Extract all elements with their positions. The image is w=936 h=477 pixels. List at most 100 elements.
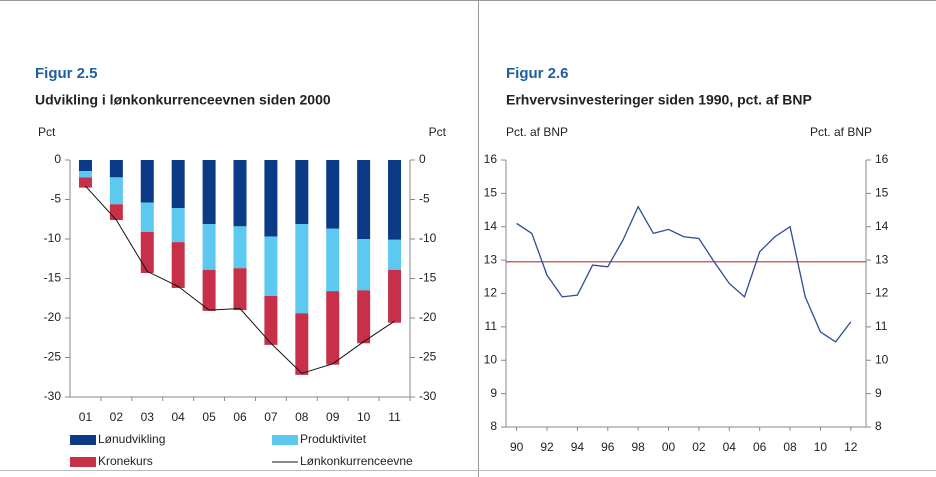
figure-label: Figur 2.6 <box>506 65 569 82</box>
y-tick-label: 13 <box>484 252 498 266</box>
legend-swatch <box>70 435 96 445</box>
legend-label: Produktivitet <box>300 432 367 446</box>
legend-swatch <box>272 435 298 445</box>
bar-segment <box>171 160 185 209</box>
bar-segment <box>264 160 278 237</box>
x-tick-label: 10 <box>357 410 371 424</box>
y2-tick-label: 12 <box>875 286 889 300</box>
bar-segment <box>78 177 92 188</box>
bar-segment <box>109 204 123 221</box>
y-tick-label: 12 <box>484 286 498 300</box>
y2-tick-label: 14 <box>875 219 889 233</box>
bar-segment <box>264 236 278 296</box>
bar-segment <box>109 160 123 178</box>
bar-segment <box>388 269 402 323</box>
y-tick-label: -15 <box>44 271 62 285</box>
y-tick-label: 11 <box>485 319 498 333</box>
bar-segment <box>109 177 123 205</box>
bar-segment <box>295 160 309 224</box>
x-tick-label: 04 <box>172 410 186 424</box>
bar-segment <box>202 160 216 224</box>
bar-segment <box>202 269 216 311</box>
bar-segment <box>264 295 278 345</box>
bar-segment <box>140 160 154 203</box>
y-tick-label: -30 <box>44 389 62 403</box>
y2-tick-label: -5 <box>419 192 430 206</box>
x-tick-label: 02 <box>692 440 706 454</box>
bar-segment <box>78 171 92 178</box>
x-tick-label: 01 <box>79 410 93 424</box>
y2-tick-label: -25 <box>419 350 437 364</box>
x-tick-label: 10 <box>814 440 828 454</box>
x-tick-label: 02 <box>110 410 124 424</box>
x-tick-label: 11 <box>388 410 401 424</box>
bar-segment <box>357 239 371 291</box>
y2-tick-label: 10 <box>875 352 889 366</box>
x-tick-label: 92 <box>540 440 554 454</box>
x-tick-label: 98 <box>631 440 645 454</box>
y2-tick-label: -10 <box>419 231 437 245</box>
chart-title: Udvikling i lønkonkurrenceevnen siden 20… <box>35 92 331 108</box>
legend-label: Lønudvikling <box>98 432 165 446</box>
x-tick-label: 08 <box>783 440 797 454</box>
bar-segment <box>78 160 92 172</box>
bar-segment <box>357 290 371 344</box>
y2-tick-label: 9 <box>875 386 882 400</box>
y2-tick-label: 15 <box>875 186 889 200</box>
bar-segment <box>295 313 309 375</box>
x-tick-label: 09 <box>326 410 340 424</box>
bar-segment <box>357 160 371 239</box>
x-tick-label: 06 <box>233 410 247 424</box>
line <box>516 205 852 343</box>
y2-tick-label: 11 <box>875 319 888 333</box>
y-tick-label: -5 <box>50 192 61 206</box>
bar-segment <box>388 160 402 240</box>
y-tick-label: -25 <box>44 350 62 364</box>
y2-tick-label: -30 <box>419 389 437 403</box>
bar-segment <box>140 231 154 273</box>
y2-tick-label: 8 <box>875 419 882 433</box>
bar-segment <box>326 291 340 365</box>
y-tick-label: 9 <box>490 386 497 400</box>
bar-segment <box>202 223 216 270</box>
y-axis-label: Pct <box>38 125 56 139</box>
x-tick-label: 04 <box>723 440 737 454</box>
x-tick-label: 03 <box>141 410 155 424</box>
bar-segment <box>388 239 402 270</box>
y-tick-label: 14 <box>484 219 498 233</box>
y-tick-label: 0 <box>54 152 61 166</box>
x-tick-label: 08 <box>295 410 309 424</box>
bar-segment <box>233 160 247 227</box>
y-tick-label: 15 <box>484 186 498 200</box>
y2-tick-label: 13 <box>875 252 889 266</box>
bar-segment <box>171 242 185 288</box>
x-tick-label: 05 <box>202 410 216 424</box>
x-tick-label: 94 <box>571 440 585 454</box>
figure-label: Figur 2.5 <box>35 65 98 82</box>
chart-title: Erhvervsinvesteringer siden 1990, pct. a… <box>506 92 812 108</box>
bar-segment <box>295 223 309 314</box>
y2-tick-label: -20 <box>419 310 437 324</box>
y2-axis-label: Pct <box>429 125 447 139</box>
legend-swatch <box>70 457 96 467</box>
y2-tick-label: 16 <box>875 152 889 166</box>
bar-segment <box>326 228 340 292</box>
y2-axis-label: Pct. af BNP <box>810 125 872 139</box>
bar-segment <box>326 160 340 229</box>
bar-segment <box>233 268 247 311</box>
x-tick-label: 06 <box>753 440 767 454</box>
x-tick-label: 12 <box>844 440 858 454</box>
legend-label: Kronekurs <box>98 454 153 468</box>
x-tick-label: 90 <box>510 440 524 454</box>
y-tick-label: 16 <box>484 152 498 166</box>
bar-segment <box>140 202 154 232</box>
x-tick-label: 00 <box>662 440 676 454</box>
y2-tick-label: 0 <box>419 152 426 166</box>
y-axis-label: Pct. af BNP <box>506 125 568 139</box>
y-tick-label: -10 <box>44 231 62 245</box>
bar-segment <box>171 208 185 243</box>
y-tick-label: 10 <box>484 352 498 366</box>
line <box>85 185 395 374</box>
y2-tick-label: -15 <box>419 271 437 285</box>
